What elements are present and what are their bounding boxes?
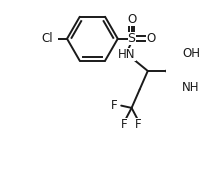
- Text: Cl: Cl: [41, 32, 53, 45]
- Text: F: F: [111, 99, 118, 112]
- Text: S: S: [128, 32, 136, 45]
- Text: NH: NH: [182, 81, 200, 94]
- Text: F: F: [121, 118, 128, 131]
- Text: OH: OH: [182, 47, 200, 60]
- Text: O: O: [146, 32, 156, 45]
- Text: HN: HN: [118, 48, 136, 61]
- Text: O: O: [127, 13, 136, 26]
- Text: F: F: [135, 118, 142, 131]
